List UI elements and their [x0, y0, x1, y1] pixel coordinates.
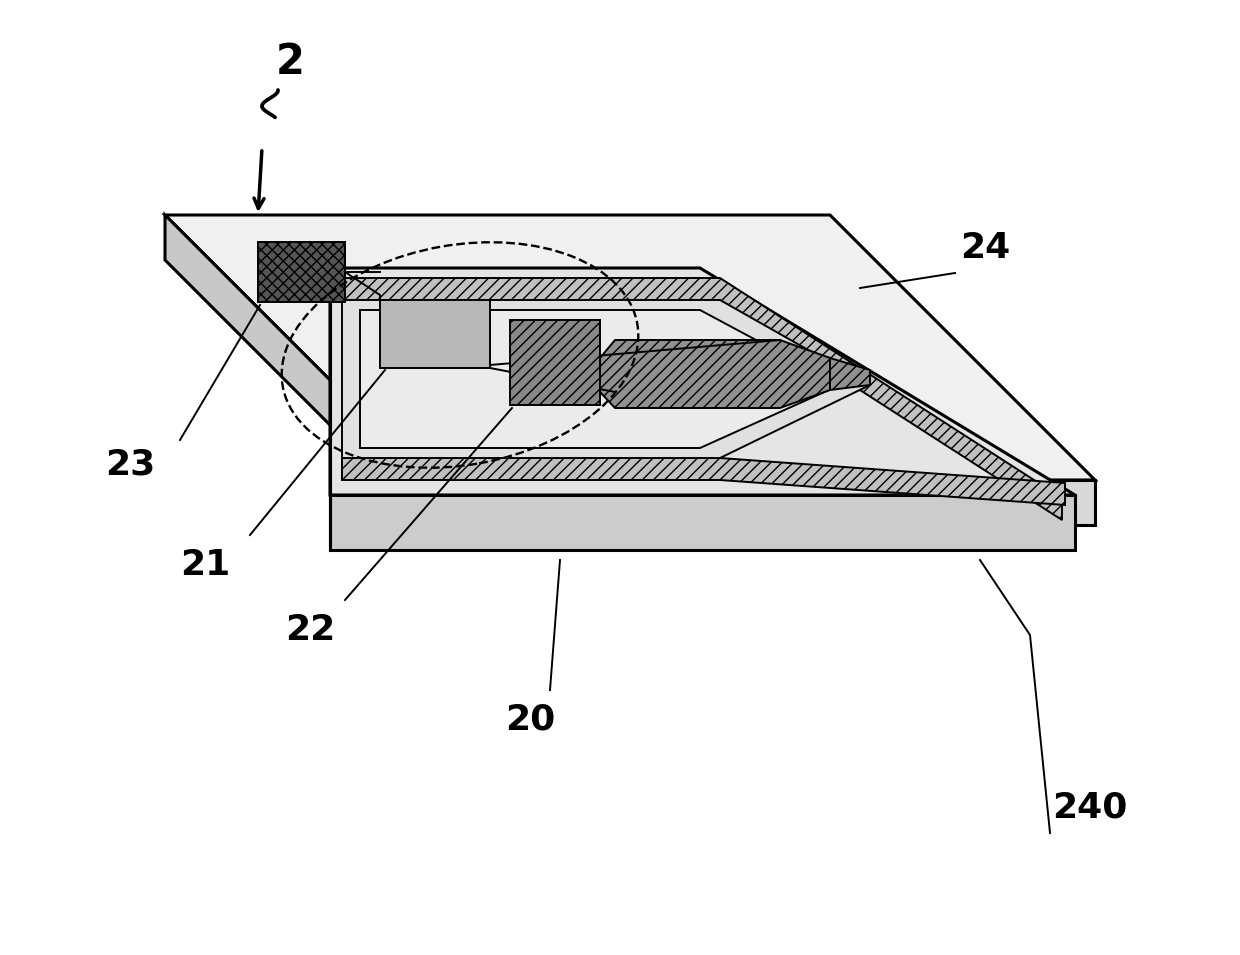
Polygon shape: [165, 215, 1095, 480]
Polygon shape: [342, 458, 1065, 505]
Polygon shape: [342, 300, 870, 458]
Polygon shape: [379, 300, 490, 368]
Text: 2: 2: [275, 41, 305, 83]
Polygon shape: [360, 310, 839, 448]
Polygon shape: [342, 278, 1061, 520]
Polygon shape: [600, 340, 830, 408]
Polygon shape: [165, 215, 430, 525]
Polygon shape: [430, 480, 1095, 525]
Polygon shape: [510, 320, 600, 405]
Text: 21: 21: [180, 548, 231, 582]
Text: 20: 20: [505, 703, 556, 737]
Polygon shape: [330, 495, 1075, 550]
Text: 24: 24: [960, 231, 1011, 265]
Text: 23: 23: [105, 448, 155, 482]
Polygon shape: [330, 268, 1075, 495]
Polygon shape: [830, 358, 870, 390]
Text: 240: 240: [1053, 791, 1127, 825]
Polygon shape: [258, 242, 345, 302]
Text: 22: 22: [285, 613, 335, 647]
